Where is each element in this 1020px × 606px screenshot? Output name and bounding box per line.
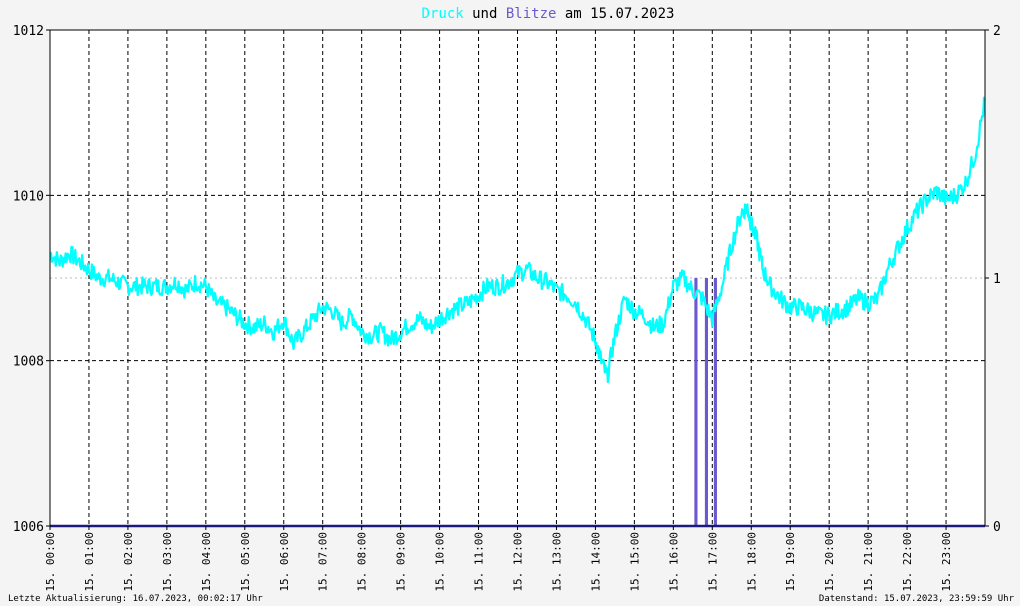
blitze-bar [704,278,709,526]
x-tick-label: 15. 17:00 [706,532,719,592]
x-tick-label: 15. 10:00 [434,532,447,592]
x-tick-label: 15. 21:00 [862,532,875,592]
x-tick-label: 15. 04:00 [200,532,213,592]
footer-data-status: Datenstand: 15.07.2023, 23:59:59 Uhr [819,594,1015,604]
x-tick-label: 15. 14:00 [589,532,602,592]
x-tick-label: 15. 23:00 [940,532,953,592]
x-tick-label: 15. 05:00 [239,532,252,592]
x-tick-label: 15. 11:00 [473,532,486,592]
druck-line-group [49,96,987,384]
y-left-tick-label: 1012 [13,24,44,39]
title-blitze: Blitze [506,6,557,22]
y-right-tick-label: 0 [993,520,1001,535]
x-tick-label: 15. 07:00 [317,532,330,592]
x-tick-label: 15. 01:00 [83,532,96,592]
tick-labels: 1012 1010 1008 1006 2 1 0 15. 00:00 15. 01:00 15.… [13,24,1001,592]
blitze-bar [713,278,717,526]
chart-title: Druck und Blitze am 15.07.2023 [422,6,675,22]
x-tick-label: 15. 20:00 [823,532,836,592]
y-right-tick-label: 2 [993,24,1001,39]
x-tick-label: 15. 18:00 [745,532,758,592]
x-tick-label: 15. 09:00 [395,532,408,592]
x-tick-label: 15. 12:00 [512,532,525,592]
x-tick-label: 15. 08:00 [356,532,369,592]
x-tick-label: 15. 19:00 [784,532,797,592]
x-tick-label: 15. 06:00 [278,532,291,592]
footer-last-update: Letzte Aktualisierung: 16.07.2023, 00:02… [8,594,263,604]
x-tick-label: 15. 02:00 [122,532,135,592]
x-tick-label: 15. 13:00 [550,532,563,592]
x-tick-label: 15. 16:00 [667,532,680,592]
y-right-tick-label: 1 [993,272,1001,287]
x-tick-label: 15. 00:00 [44,532,57,592]
blitze-bars [694,278,717,526]
x-tick-label: 15. 03:00 [161,532,174,592]
x-tick-label: 15. 15:00 [628,532,641,592]
druck-line [49,96,987,384]
y-left-tick-label: 1010 [13,189,44,204]
axes [46,29,989,530]
title-und: und [464,6,506,22]
y-left-tick-label: 1008 [13,355,44,370]
y-left-tick-label: 1006 [13,520,44,535]
title-date: am 15.07.2023 [556,6,674,22]
title-druck: Druck [422,6,465,22]
blitze-bar [694,278,698,526]
x-tick-label: 15. 22:00 [901,532,914,592]
